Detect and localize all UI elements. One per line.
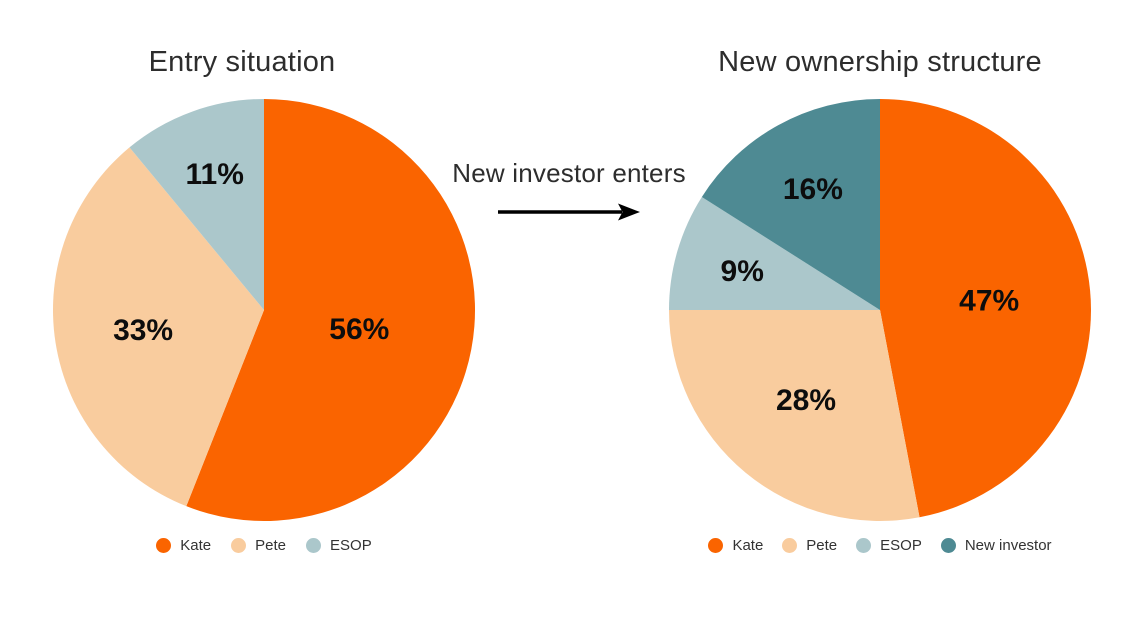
legend-item-new-investor: New investor bbox=[940, 537, 1052, 554]
slice-label-pete: 33% bbox=[113, 314, 173, 347]
slice-label-kate: 56% bbox=[329, 313, 389, 346]
pie-slice-kate bbox=[880, 99, 1091, 518]
legend-swatch-icon bbox=[231, 538, 247, 553]
legend-item-pete: Pete bbox=[782, 537, 837, 554]
legend-swatch-icon bbox=[708, 538, 724, 553]
pie-slice-esop bbox=[129, 99, 264, 310]
slice-label-esop: 9% bbox=[721, 255, 764, 288]
legend-swatch-icon bbox=[856, 538, 872, 553]
legend-label: Pete bbox=[255, 537, 287, 554]
legend-swatch-icon bbox=[156, 538, 172, 553]
legend-item-kate: Kate bbox=[156, 537, 211, 554]
legend-swatch-icon bbox=[940, 538, 956, 553]
slice-label-new-investor: 16% bbox=[783, 173, 843, 206]
legend-label: New investor bbox=[964, 537, 1052, 554]
legend-item-kate: Kate bbox=[708, 537, 763, 554]
pie-slice-kate bbox=[186, 99, 476, 521]
pie-slice-pete bbox=[52, 147, 265, 507]
annotation-text: New investor enters bbox=[452, 158, 686, 188]
legend-label: Pete bbox=[806, 537, 838, 554]
legend-item-pete: Pete bbox=[231, 537, 286, 554]
legend-label: ESOP bbox=[880, 537, 922, 554]
new-ownership-title: New ownership structure bbox=[718, 46, 1042, 78]
slice-label-esop: 11% bbox=[186, 158, 244, 191]
legend-swatch-icon bbox=[782, 538, 798, 553]
legend-swatch-icon bbox=[306, 538, 322, 553]
legend-item-esop: ESOP bbox=[306, 537, 372, 554]
pie-slice-pete bbox=[669, 310, 920, 521]
legend-label: Kate bbox=[180, 537, 212, 554]
legend-label: Kate bbox=[732, 537, 764, 554]
legend-item-esop: ESOP bbox=[856, 537, 922, 554]
arrow-right-icon bbox=[498, 203, 640, 221]
pie-slice-new-investor bbox=[701, 99, 880, 310]
new-ownership-legend: Kate Pete ESOP New investor bbox=[656, 537, 1104, 554]
entry-situation-pie-chart: 56% 33% 11% bbox=[52, 99, 476, 521]
slice-label-pete: 28% bbox=[776, 384, 836, 417]
new-ownership-pie-chart: 47% 28% 9% 16% bbox=[669, 99, 1091, 521]
entry-situation-title: Entry situation bbox=[148, 46, 336, 78]
legend-label: ESOP bbox=[330, 537, 372, 554]
pie-slice-esop bbox=[669, 196, 880, 310]
slice-label-kate: 47% bbox=[959, 285, 1019, 318]
entry-situation-legend: Kate Pete ESOP bbox=[52, 537, 476, 554]
